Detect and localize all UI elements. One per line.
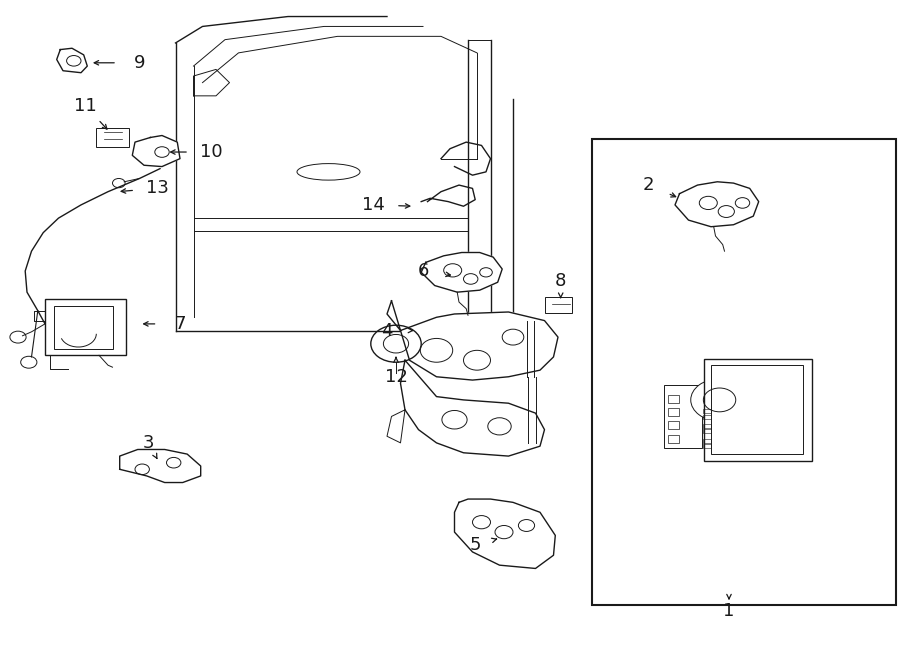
Text: 9: 9 xyxy=(134,54,145,72)
Polygon shape xyxy=(421,253,502,292)
Polygon shape xyxy=(132,136,180,167)
Bar xyxy=(668,435,679,443)
Text: 7: 7 xyxy=(175,315,185,333)
Bar xyxy=(668,422,679,430)
Ellipse shape xyxy=(297,164,360,180)
Bar xyxy=(96,128,129,147)
Text: 4: 4 xyxy=(382,321,392,340)
Text: 8: 8 xyxy=(555,272,566,290)
Text: 14: 14 xyxy=(362,196,385,214)
Polygon shape xyxy=(454,499,555,568)
Polygon shape xyxy=(675,182,759,227)
Bar xyxy=(544,297,572,313)
Bar xyxy=(592,139,896,605)
Circle shape xyxy=(691,379,748,421)
Text: 2: 2 xyxy=(643,176,653,194)
Bar xyxy=(54,305,112,348)
Bar xyxy=(704,424,711,428)
Text: 10: 10 xyxy=(200,143,223,161)
Polygon shape xyxy=(57,48,87,73)
Polygon shape xyxy=(400,360,544,456)
Polygon shape xyxy=(120,449,201,483)
Bar xyxy=(668,395,679,403)
Bar xyxy=(704,430,711,434)
Text: 13: 13 xyxy=(146,179,169,198)
Text: 6: 6 xyxy=(418,262,428,280)
Bar xyxy=(45,299,126,355)
Bar xyxy=(704,409,711,414)
Polygon shape xyxy=(387,301,558,380)
Bar xyxy=(704,415,711,419)
Bar xyxy=(668,408,679,416)
Bar xyxy=(704,444,711,448)
Text: 5: 5 xyxy=(470,536,481,555)
Bar xyxy=(704,358,812,461)
Bar xyxy=(711,365,803,455)
Text: 12: 12 xyxy=(384,368,408,386)
Bar xyxy=(704,439,711,443)
Bar xyxy=(663,385,702,448)
Text: 3: 3 xyxy=(143,434,154,452)
Text: 1: 1 xyxy=(724,602,734,621)
Text: 11: 11 xyxy=(74,97,97,115)
